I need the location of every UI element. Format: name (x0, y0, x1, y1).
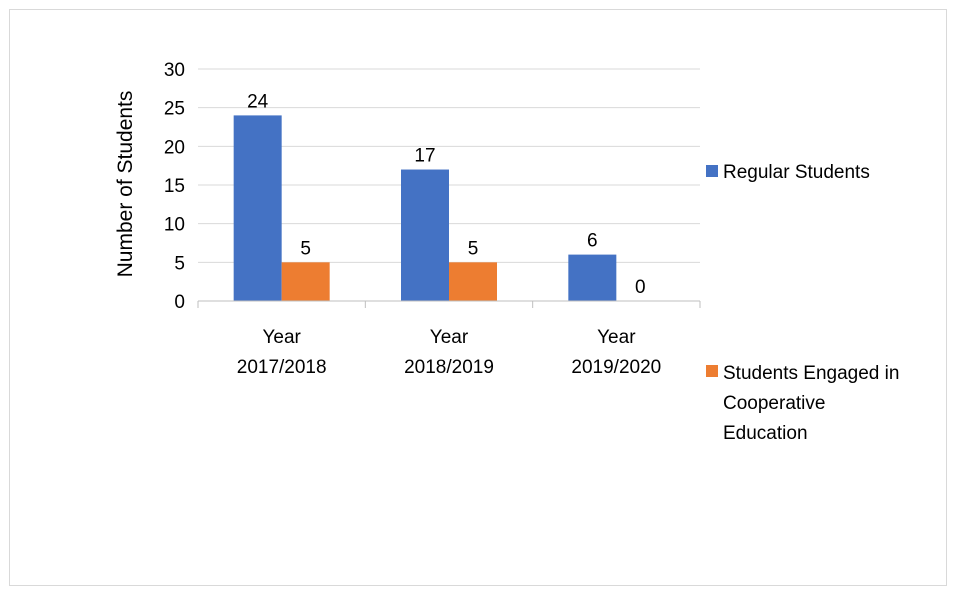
y-tick-label: 15 (164, 176, 185, 197)
y-axis-title: Number of Students (114, 91, 137, 278)
y-tick-label: 30 (164, 60, 185, 81)
bar (281, 262, 330, 301)
data-label: 5 (468, 238, 479, 259)
y-tick-label: 5 (174, 253, 185, 274)
legend-swatch (706, 165, 718, 177)
labels: 0 5 10 15 20 25 30 24 17 6 5 5 0 Year 2017/2018 Year 201… (164, 60, 661, 378)
x-category-label: 2019/2020 (571, 357, 661, 378)
legend-label: Regular Students (723, 162, 870, 183)
x-category-label: 2017/2018 (237, 357, 327, 378)
bar (233, 115, 282, 302)
y-tick-label: 0 (174, 292, 185, 313)
y-tick-label: 10 (164, 215, 185, 236)
x-category-label: Year (262, 327, 301, 348)
data-label: 17 (414, 146, 435, 167)
legend-swatch (706, 365, 718, 377)
data-label: 5 (300, 238, 311, 259)
x-category-label: 2018/2019 (404, 357, 494, 378)
bars (233, 115, 617, 302)
bar (401, 169, 449, 301)
legend-label: Cooperative (723, 393, 825, 414)
data-label: 0 (635, 277, 646, 298)
bar (568, 254, 617, 301)
y-tick-label: 20 (164, 137, 185, 158)
axes (197, 300, 701, 308)
bar (449, 262, 497, 301)
data-label: 24 (247, 91, 269, 112)
x-category-label: Year (430, 327, 469, 348)
data-label: 6 (587, 231, 598, 252)
legend: Regular Students Students Engaged in Coope… (706, 162, 899, 444)
legend-label: Students Engaged in (723, 363, 899, 384)
y-tick-label: 25 (164, 99, 185, 120)
legend-label: Education (723, 423, 808, 444)
x-category-label: Year (597, 327, 636, 348)
